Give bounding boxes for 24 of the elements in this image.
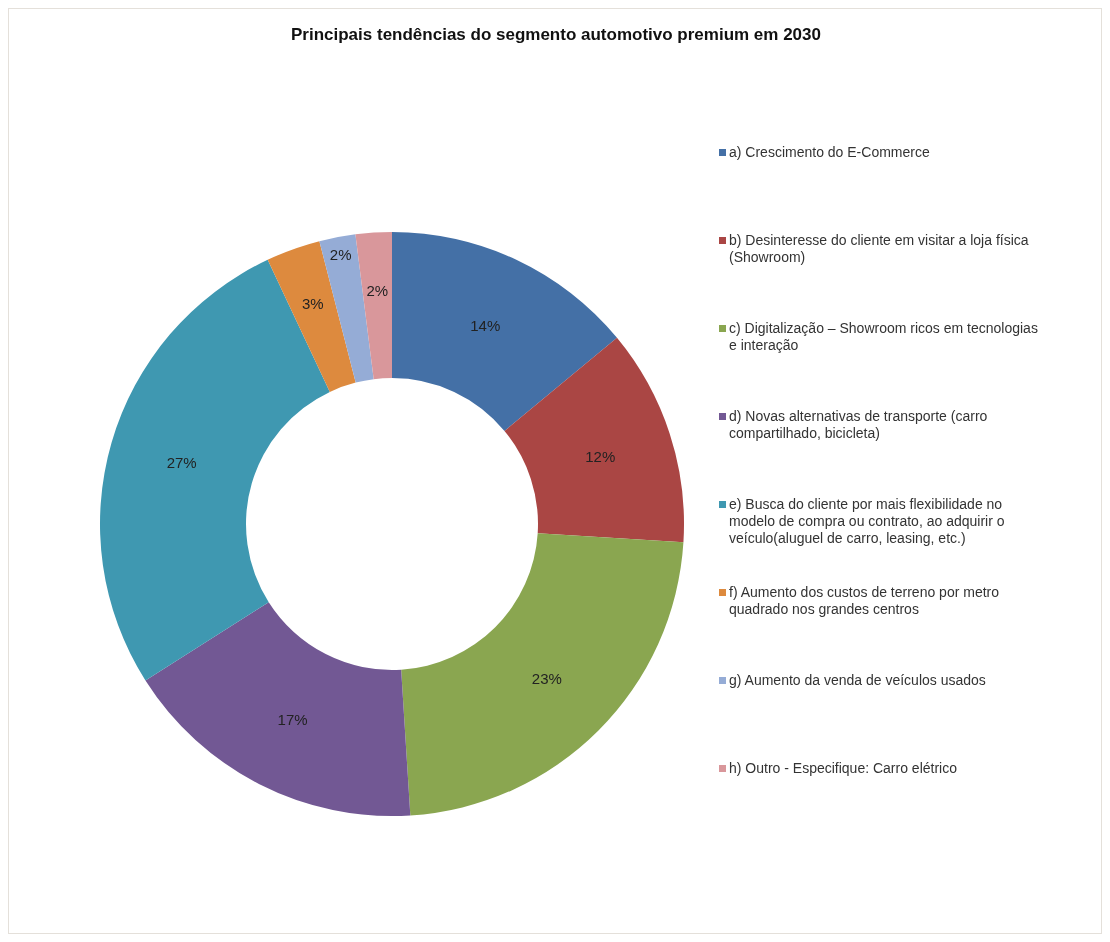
legend-label: b) Desinteresse do cliente em visitar a loja física (Showroom) — [729, 232, 1030, 266]
donut-slice — [145, 602, 411, 816]
data-label: 12% — [585, 447, 616, 465]
donut-slice — [504, 337, 684, 543]
data-label: 3% — [301, 295, 324, 313]
legend-label: h) Outro - Especifique: Carro elétrico — [729, 760, 958, 777]
data-label: 23% — [531, 670, 562, 688]
legend-label: g) Aumento da venda de veículos usados — [729, 672, 987, 689]
data-label: 17% — [277, 710, 308, 728]
donut-slice — [401, 533, 684, 816]
legend-label: d) Novas alternativas de transporte (carro compartilhado, bicicleta) — [729, 408, 989, 442]
donut-slice — [267, 241, 356, 392]
data-label: 27% — [166, 454, 197, 472]
donut-slice — [100, 259, 330, 681]
legend-label: a) Crescimento do E-Commerce — [729, 144, 931, 161]
data-label: 14% — [470, 317, 501, 335]
donut-slice — [355, 232, 392, 380]
donut-slice — [392, 232, 617, 431]
legend-label: f) Aumento dos custos de terreno por metro quadrado nos grandes centros — [729, 584, 1001, 618]
data-label: 2% — [329, 246, 352, 264]
data-label: 2% — [366, 281, 389, 299]
chart-title: Principais tendências do segmento automotivo premium em 2030 — [290, 25, 822, 45]
legend-label: c) Digitalização – Showroom ricos em tecnologias e interação — [729, 320, 1039, 354]
legend-label: e) Busca do cliente por mais flexibilidade no modelo de compra ou contrato, ao adquirir o veículo(aluguel de carro, leasing, etc.) — [729, 496, 1006, 547]
